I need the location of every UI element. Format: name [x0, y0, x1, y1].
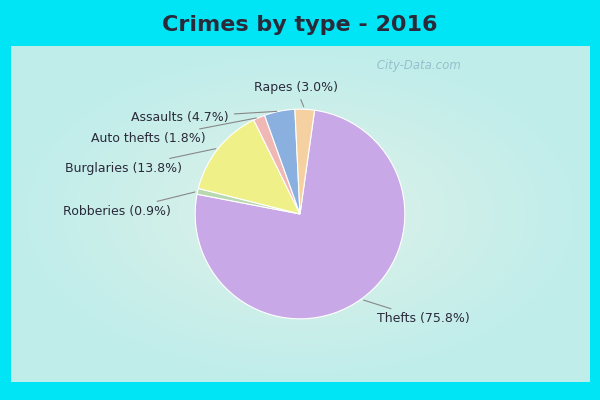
Wedge shape — [195, 110, 405, 319]
Text: Rapes (3.0%): Rapes (3.0%) — [254, 81, 338, 107]
Wedge shape — [197, 188, 300, 214]
Wedge shape — [254, 115, 300, 214]
Text: Assaults (4.7%): Assaults (4.7%) — [131, 111, 277, 124]
Wedge shape — [295, 109, 314, 214]
Text: Burglaries (13.8%): Burglaries (13.8%) — [65, 149, 216, 175]
Text: Thefts (75.8%): Thefts (75.8%) — [364, 300, 469, 325]
Text: City-Data.com: City-Data.com — [373, 60, 461, 72]
Wedge shape — [265, 109, 300, 214]
Text: Crimes by type - 2016: Crimes by type - 2016 — [162, 15, 438, 35]
Text: Auto thefts (1.8%): Auto thefts (1.8%) — [91, 118, 256, 145]
Wedge shape — [199, 120, 300, 214]
Text: Robberies (0.9%): Robberies (0.9%) — [63, 192, 195, 218]
